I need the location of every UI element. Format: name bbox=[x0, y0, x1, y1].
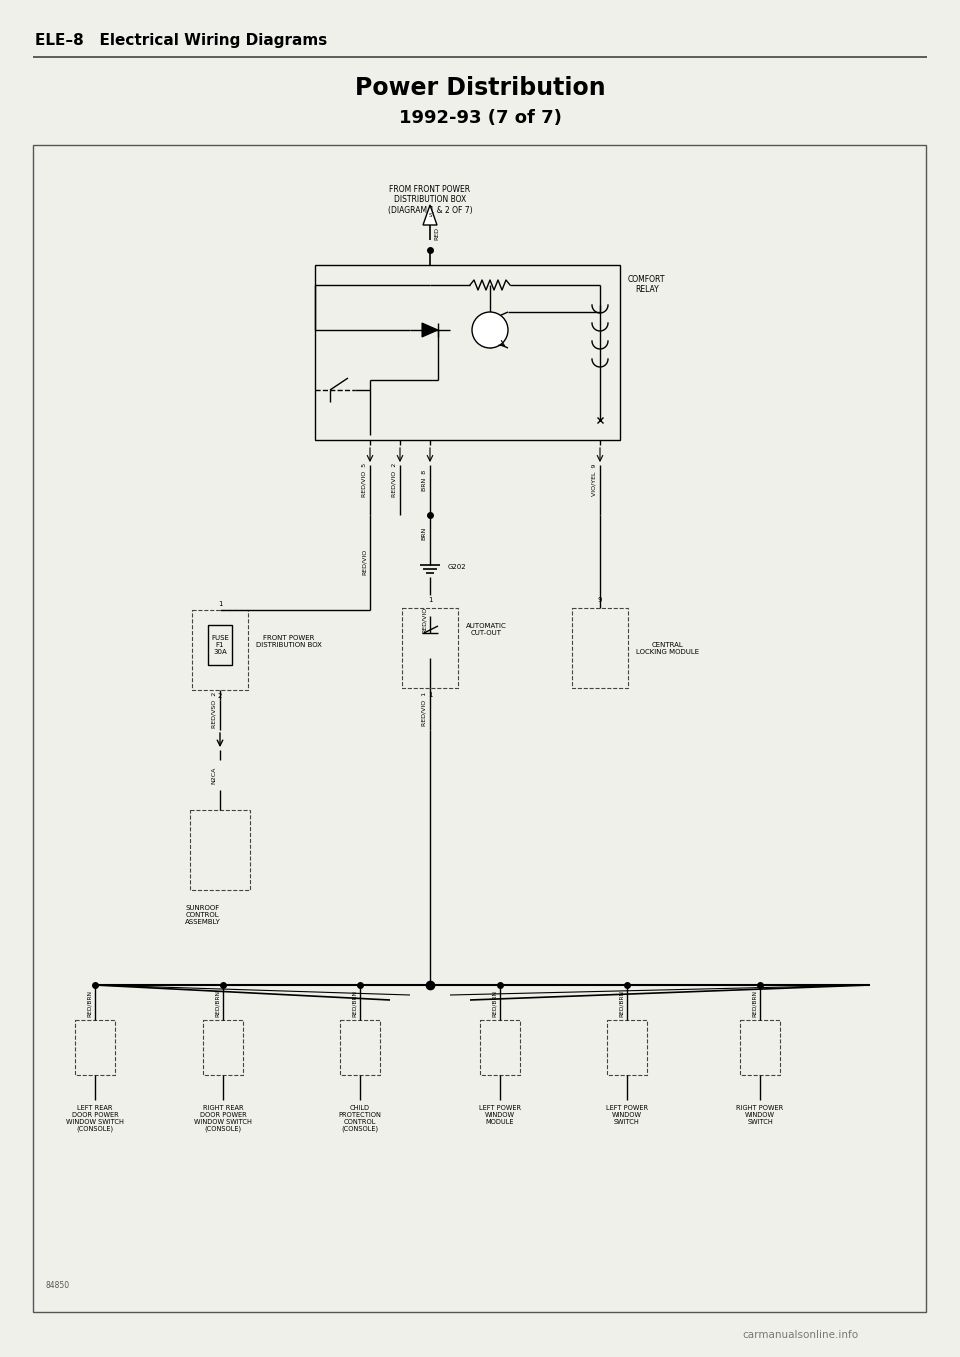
Text: RED/VIO: RED/VIO bbox=[362, 548, 367, 575]
Circle shape bbox=[472, 312, 508, 347]
Text: RIGHT POWER
WINDOW
SWITCH: RIGHT POWER WINDOW SWITCH bbox=[736, 1105, 783, 1125]
Text: SUNROOF
CONTROL
ASSEMBLY: SUNROOF CONTROL ASSEMBLY bbox=[185, 905, 221, 925]
Text: RED/VIO: RED/VIO bbox=[421, 607, 426, 634]
Bar bbox=[190, 810, 250, 890]
Text: carmanualsonline.info: carmanualsonline.info bbox=[742, 1330, 858, 1339]
Text: N2CA: N2CA bbox=[211, 767, 217, 784]
Text: RED/VIO  2: RED/VIO 2 bbox=[392, 463, 396, 497]
Bar bbox=[203, 1020, 243, 1075]
Text: 1992-93 (7 of 7): 1992-93 (7 of 7) bbox=[398, 109, 562, 128]
Text: LEFT POWER
WINDOW
SWITCH: LEFT POWER WINDOW SWITCH bbox=[606, 1105, 648, 1125]
Text: 1: 1 bbox=[428, 692, 432, 697]
Text: CHILD
PROTECTION
CONTROL
(CONSOLE): CHILD PROTECTION CONTROL (CONSOLE) bbox=[339, 1105, 381, 1133]
Text: G202: G202 bbox=[448, 565, 467, 570]
Text: BRN  8: BRN 8 bbox=[421, 470, 426, 491]
Bar bbox=[33, 145, 926, 1312]
Text: 1: 1 bbox=[428, 597, 432, 603]
Text: RIGHT REAR
DOOR POWER
WINDOW SWITCH
(CONSOLE): RIGHT REAR DOOR POWER WINDOW SWITCH (CON… bbox=[194, 1105, 252, 1133]
Text: RED/BRN: RED/BRN bbox=[492, 989, 496, 1016]
Text: Power Distribution: Power Distribution bbox=[354, 76, 606, 100]
Text: FRONT POWER
DISTRIBUTION BOX: FRONT POWER DISTRIBUTION BOX bbox=[256, 635, 322, 649]
Polygon shape bbox=[423, 205, 437, 225]
Text: FROM FRONT POWER
DISTRIBUTION BOX
(DIAGRAM 1 & 2 OF 7): FROM FRONT POWER DISTRIBUTION BOX (DIAGR… bbox=[388, 185, 472, 214]
Bar bbox=[480, 1020, 520, 1075]
Text: RED/BRN: RED/BRN bbox=[214, 989, 220, 1016]
Text: 1: 1 bbox=[218, 601, 223, 607]
Text: RED/BRN: RED/BRN bbox=[351, 989, 356, 1016]
Bar bbox=[192, 611, 248, 689]
Bar bbox=[607, 1020, 647, 1075]
Bar bbox=[572, 608, 628, 688]
Text: RED/VIO  1: RED/VIO 1 bbox=[421, 692, 426, 726]
Text: LEFT POWER
WINDOW
MODULE: LEFT POWER WINDOW MODULE bbox=[479, 1105, 521, 1125]
Bar bbox=[75, 1020, 115, 1075]
Text: S: S bbox=[428, 213, 432, 217]
Text: RED/VIO  5: RED/VIO 5 bbox=[362, 463, 367, 497]
Text: RED/VSO  2: RED/VSO 2 bbox=[211, 692, 217, 729]
Bar bbox=[340, 1020, 380, 1075]
Text: RED: RED bbox=[435, 227, 440, 239]
Text: ELE–8   Electrical Wiring Diagrams: ELE–8 Electrical Wiring Diagrams bbox=[35, 33, 327, 47]
Text: 2: 2 bbox=[218, 693, 222, 699]
Text: FUSE
F1
30A: FUSE F1 30A bbox=[211, 635, 228, 655]
Text: 84850: 84850 bbox=[45, 1281, 69, 1289]
Text: RED/BRN: RED/BRN bbox=[752, 989, 756, 1016]
Bar bbox=[740, 1020, 780, 1075]
Text: CENTRAL
LOCKING MODULE: CENTRAL LOCKING MODULE bbox=[636, 642, 699, 654]
Text: VIO/YEL  9: VIO/YEL 9 bbox=[591, 464, 596, 497]
Polygon shape bbox=[422, 323, 438, 337]
Bar bbox=[402, 608, 458, 688]
Text: RED/BRN: RED/BRN bbox=[86, 989, 91, 1016]
Text: LEFT REAR
DOOR POWER
WINDOW SWITCH
(CONSOLE): LEFT REAR DOOR POWER WINDOW SWITCH (CONS… bbox=[66, 1105, 124, 1133]
Bar bbox=[208, 626, 232, 665]
Text: COMFORT
RELAY: COMFORT RELAY bbox=[628, 275, 665, 294]
Text: BRN: BRN bbox=[421, 527, 426, 540]
Text: RED/BRN: RED/BRN bbox=[618, 989, 623, 1016]
Text: 9: 9 bbox=[598, 597, 602, 603]
Bar bbox=[315, 265, 620, 440]
Text: AUTOMATIC
CUT-OUT: AUTOMATIC CUT-OUT bbox=[466, 623, 507, 636]
